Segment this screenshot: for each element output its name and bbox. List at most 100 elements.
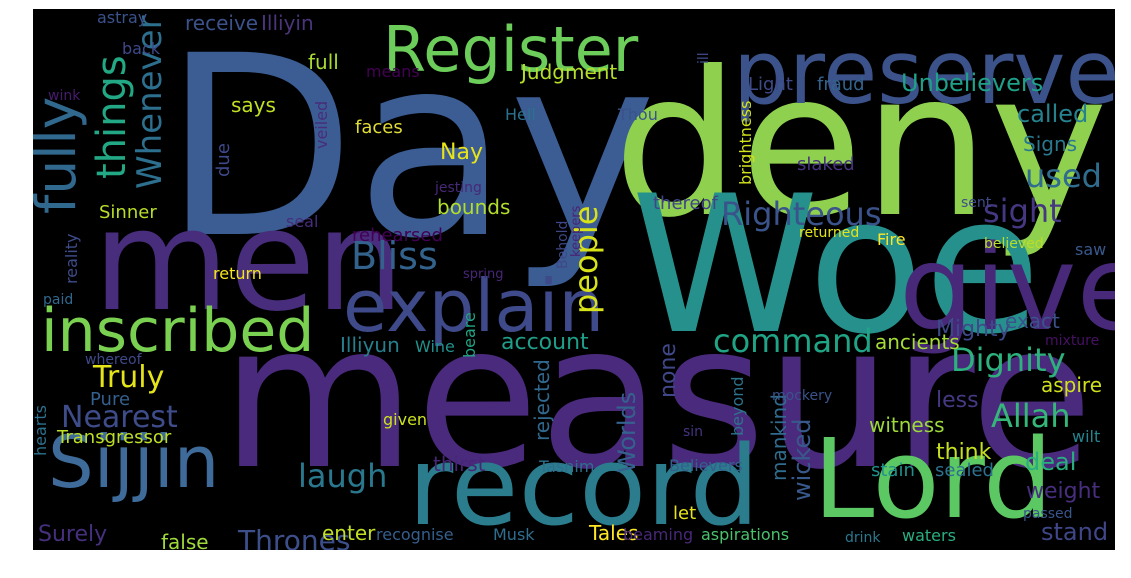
word-ill: ill [696,52,712,64]
word-wink: wink [48,88,81,104]
word-due: due [213,143,234,177]
word-fraud: fraud [817,74,865,95]
word-jesting: jesting [434,180,482,196]
word-men: men [93,180,404,343]
word-righteous: Righteous [721,195,881,233]
word-rehearsed: rehearsed [352,225,443,246]
word-brightness: brightness [736,101,755,185]
word-record: record [408,422,759,550]
word-signs: Signs [1023,132,1077,156]
word-weight: weight [1026,479,1101,504]
word-called: called [1017,100,1088,128]
word-unbelievers: Unbelievers [901,69,1043,97]
word-woe: Woe [631,155,1041,376]
word-hearts: hearts [33,405,50,456]
word-less: less [936,388,979,413]
word-sin: sin [683,424,703,440]
word-fire: Fire [877,230,906,249]
word-false: false [161,530,209,550]
word-mockery: mockery [772,388,832,404]
word-passed: passed [1023,506,1073,522]
word-sijjin: Sijjin [48,420,219,504]
word-wilt: wilt [1072,427,1100,446]
word-spring: spring [463,267,503,282]
word-pure: Pure [90,389,130,410]
word-surely: Surely [38,522,107,547]
word-cloud: Day deny measure Woe men give record Lord preser… [33,9,1115,550]
word-astray: astray [97,9,147,27]
word-enter: enter [322,521,376,545]
word-receive: receive [185,11,258,35]
word-account: account [501,330,589,355]
word-keepers: keepers [569,205,584,257]
word-illiyin: Illiyin [261,11,314,35]
word-whenever: Whenever [130,15,170,189]
word-wine: Wine [415,337,455,356]
word-bounds: bounds [437,195,510,219]
word-none: none [656,343,681,398]
word-give: give [899,219,1115,357]
word-bliss: Bliss [351,234,438,278]
word-transgressor: Transgressor [56,427,172,448]
word-mighty: Mighty [936,317,1011,342]
word-reality: reality [62,233,81,284]
word-illiyun: Illiyun [340,333,400,357]
word-drink: drink [845,530,881,546]
word-whereof: whereof [85,352,143,368]
word-thirst: thirst [433,452,486,476]
word-witness: witness [869,413,945,437]
word-hell: Hell [505,105,536,124]
word-laugh: laugh [298,457,387,495]
word-judgment: Judgment [519,60,617,84]
word-veiled: veiled [312,101,331,149]
word-deny: deny [613,29,1108,262]
word-beaming: beaming [623,525,693,544]
word-light: Light [748,74,793,95]
word-sent: sent [961,195,992,211]
word-mankind: mankind [767,394,791,481]
word-return: return [213,264,262,283]
word-exact: exact [1005,309,1060,333]
word-behold: Behold [555,221,571,269]
word-let: let [673,503,696,524]
word-waters: waters [902,526,956,545]
word-believed: believed [984,236,1044,252]
word-measure: measure [221,281,1093,514]
word-dignity: Dignity [951,341,1066,379]
word-people: people [567,206,605,314]
word-rejected: rejected [530,359,554,441]
word-preserved: preserved [733,21,1115,124]
word-tales: Tales [588,521,638,545]
word-command: command [713,322,873,360]
word-used: used [1025,157,1102,195]
word-mixture: mixture [1045,333,1099,349]
word-seal: seal [286,212,318,231]
word-beyond: beyond [728,376,747,436]
word-things: things [89,55,135,179]
word-day: Day [163,9,657,293]
word-wicked: wicked [788,418,816,501]
word-thereof: thereof [653,193,719,214]
word-sealed: sealed [935,460,994,481]
word-paid: paid [43,292,73,308]
word-nay: Nay [440,140,483,165]
word-saw: saw [1075,240,1106,259]
word-returned: returned [799,225,859,241]
word-means: means [366,62,420,81]
word-fully: fully [33,97,88,214]
word-back: back [122,39,161,58]
word-sinner: Sinner [99,202,157,223]
word-nearest: Nearest [61,400,178,435]
word-slaked: slaked [797,154,855,175]
word-recognise: recognise [376,525,454,544]
word-musk: Musk [493,525,535,544]
word-stain: stain [871,460,915,481]
word-truly: Truly [92,360,164,395]
word-lord: Lord [813,415,1053,543]
word-sight: sight [983,192,1062,230]
word-given: given [383,410,427,429]
word-aspire: aspire [1041,373,1102,397]
word-deal: deal [1025,448,1076,476]
word-thrones: Thrones [237,524,350,550]
